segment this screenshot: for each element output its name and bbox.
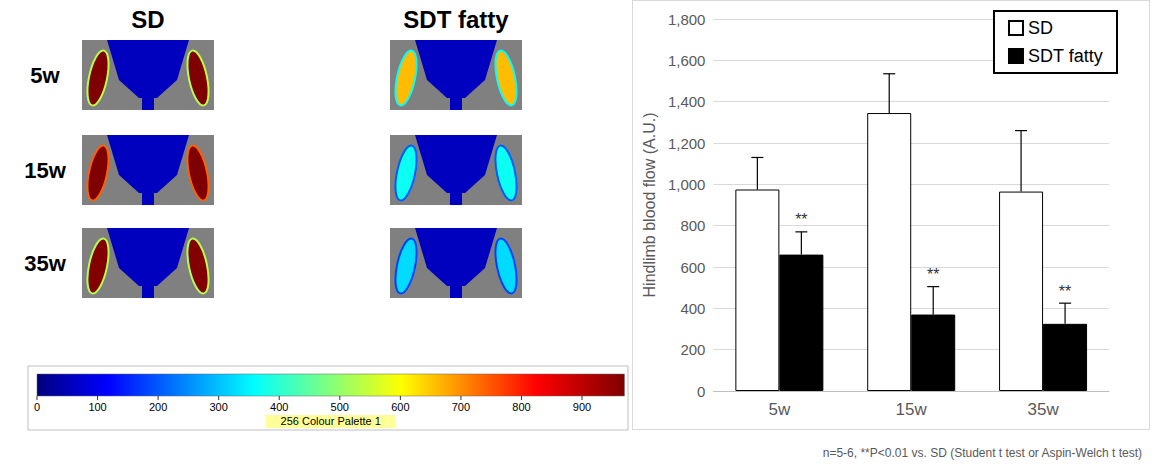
svg-text:1,400: 1,400: [668, 93, 706, 110]
svg-text:**: **: [1059, 283, 1071, 300]
svg-text:200: 200: [149, 401, 167, 413]
svg-text:1,000: 1,000: [668, 176, 706, 193]
svg-text:5w: 5w: [30, 63, 60, 88]
svg-text:800: 800: [680, 217, 705, 234]
svg-text:15w: 15w: [896, 400, 928, 419]
svg-text:900: 900: [573, 401, 591, 413]
svg-text:5w: 5w: [768, 400, 790, 419]
svg-text:35w: 35w: [1027, 400, 1059, 419]
svg-text:SDT fatty: SDT fatty: [1028, 46, 1103, 66]
svg-text:400: 400: [680, 300, 705, 317]
svg-text:15w: 15w: [24, 158, 66, 183]
svg-text:SD: SD: [131, 6, 164, 33]
svg-text:100: 100: [88, 401, 106, 413]
svg-text:Hindlimb blood flow (A.U.): Hindlimb blood flow (A.U.): [641, 113, 658, 298]
svg-text:700: 700: [452, 401, 470, 413]
svg-text:600: 600: [391, 401, 409, 413]
svg-text:**: **: [795, 211, 807, 228]
svg-text:1,200: 1,200: [668, 135, 706, 152]
svg-text:35w: 35w: [24, 251, 66, 276]
svg-text:800: 800: [512, 401, 530, 413]
svg-text:600: 600: [680, 259, 705, 276]
svg-text:256 Colour Palette 1: 256 Colour Palette 1: [281, 415, 381, 427]
svg-text:300: 300: [210, 401, 228, 413]
svg-text:**: **: [927, 266, 939, 283]
svg-text:SDT fatty: SDT fatty: [403, 6, 509, 33]
svg-text:400: 400: [270, 401, 288, 413]
svg-text:500: 500: [331, 401, 349, 413]
svg-text:0: 0: [697, 383, 705, 400]
svg-text:200: 200: [680, 341, 705, 358]
svg-text:1,600: 1,600: [668, 52, 706, 69]
svg-text:0: 0: [34, 401, 40, 413]
html-text:n=5-6, **P<0.01 vs. SD (Studen: n=5-6, **P<0.01 vs. SD (Student t test o…: [822, 446, 1142, 460]
svg-text:SD: SD: [1028, 18, 1053, 38]
svg-text:1,800: 1,800: [668, 11, 706, 28]
